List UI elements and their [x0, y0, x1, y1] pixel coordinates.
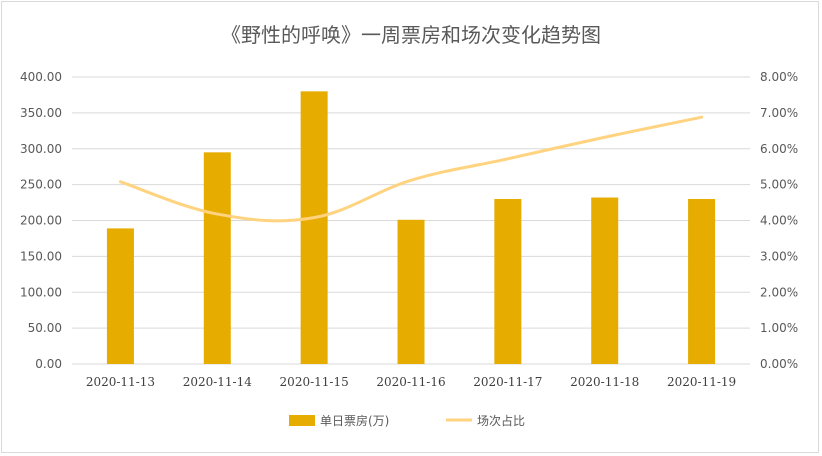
x-tick-label: 2020-11-19 [667, 375, 736, 389]
bar [688, 198, 716, 364]
series-line [118, 115, 704, 223]
y-tick-label: 200.00 [20, 214, 62, 228]
y-tick-label: 150.00 [20, 249, 62, 263]
y-tick-label: 50.00 [28, 321, 62, 335]
y-tick-label: 400.00 [20, 70, 62, 84]
y2-tick-label: 1.00% [760, 321, 798, 335]
legend-swatch-daily-boxoffice [289, 415, 315, 426]
y2-tick-label: 2.00% [760, 285, 798, 299]
bar-series [106, 91, 716, 364]
y2-tick-label: 3.00% [760, 249, 798, 263]
y2-tick-label: 6.00% [760, 142, 798, 156]
bar [397, 219, 425, 364]
y-tick-label: 0.00 [35, 357, 62, 371]
x-tick-label: 2020-11-14 [183, 375, 253, 389]
legend: 单日票房(万) 场次占比 [289, 413, 525, 428]
x-tick-label: 2020-11-17 [473, 375, 542, 389]
line-series [118, 115, 704, 223]
y-tick-label: 350.00 [20, 106, 62, 120]
left-axis-ticks: 0.00 50.00 100.00 150.00 200.00 250.00 300.00 3… [20, 70, 62, 371]
y-tick-label: 100.00 [20, 285, 62, 299]
y2-tick-label: 4.00% [760, 214, 798, 228]
x-tick-label: 2020-11-16 [376, 375, 445, 389]
x-axis-ticks: 2020-11-13 2020-11-14 2020-11-15 2020-11-16… [86, 375, 736, 389]
x-tick-label: 2020-11-13 [86, 375, 155, 389]
bar [106, 228, 134, 364]
y-tick-label: 300.00 [20, 142, 62, 156]
y2-tick-label: 8.00% [760, 70, 798, 84]
legend-label-screening-share: 场次占比 [477, 413, 525, 428]
bar [494, 198, 522, 364]
bar [203, 152, 231, 364]
y2-tick-label: 7.00% [760, 106, 798, 120]
chart-title: 《野性的呼唤》一周票房和场次变化趋势图 [221, 23, 601, 47]
y2-tick-label: 0.00% [760, 357, 798, 371]
x-tick-label: 2020-11-15 [280, 375, 349, 389]
gridlines [72, 76, 750, 365]
bar [300, 91, 328, 364]
x-tick-label: 2020-11-18 [570, 375, 639, 389]
bar [591, 197, 619, 364]
y2-tick-label: 5.00% [760, 178, 798, 192]
legend-label-daily-boxoffice: 单日票房(万) [320, 413, 389, 428]
y-tick-label: 250.00 [20, 178, 62, 192]
right-axis-ticks: 0.00% 1.00% 2.00% 3.00% 4.00% 5.00% 6.00% 7.00%… [760, 70, 798, 371]
